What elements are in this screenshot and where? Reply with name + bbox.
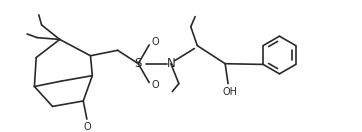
Text: O: O	[84, 122, 92, 132]
Text: O: O	[151, 80, 159, 90]
Text: O: O	[151, 37, 159, 47]
Text: OH: OH	[222, 87, 237, 97]
Text: N: N	[167, 57, 175, 70]
Text: S: S	[135, 57, 142, 70]
